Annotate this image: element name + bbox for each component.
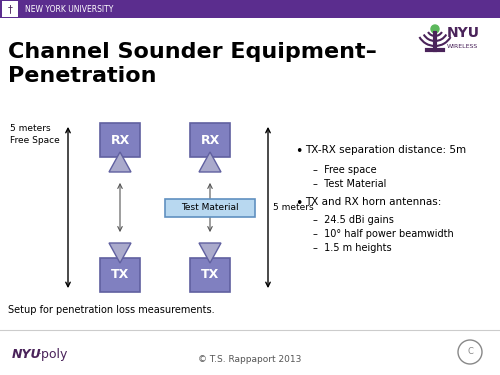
Polygon shape	[109, 243, 131, 263]
Text: TX and RX horn antennas:: TX and RX horn antennas:	[305, 197, 442, 207]
Text: –  24.5 dBi gains: – 24.5 dBi gains	[313, 215, 394, 225]
Circle shape	[431, 25, 439, 33]
Text: –  1.5 m heights: – 1.5 m heights	[313, 243, 392, 253]
Text: Test Material: Test Material	[181, 203, 239, 212]
Polygon shape	[199, 243, 221, 263]
Polygon shape	[199, 152, 221, 172]
FancyBboxPatch shape	[100, 258, 140, 292]
Text: WIRELESS: WIRELESS	[447, 44, 478, 48]
Polygon shape	[109, 152, 131, 172]
Text: •: •	[295, 145, 302, 158]
Text: –  10° half power beamwidth: – 10° half power beamwidth	[313, 229, 454, 239]
Text: NEW YORK UNIVERSITY: NEW YORK UNIVERSITY	[25, 4, 114, 13]
Text: C: C	[467, 348, 473, 357]
Text: RX: RX	[200, 134, 220, 147]
Text: TX: TX	[111, 268, 129, 282]
Text: Free Space: Free Space	[10, 136, 60, 145]
Bar	[0, 0, 500, 18]
Text: TX-RX separation distance: 5m: TX-RX separation distance: 5m	[305, 145, 466, 155]
Text: †: †	[8, 4, 12, 14]
Text: Channel Sounder Equipment–: Channel Sounder Equipment–	[8, 42, 377, 62]
Text: © T.S. Rappaport 2013: © T.S. Rappaport 2013	[198, 355, 302, 364]
Text: –  Free space: – Free space	[313, 165, 376, 175]
Text: Penetration: Penetration	[8, 66, 156, 86]
Text: NYU: NYU	[447, 26, 480, 40]
FancyBboxPatch shape	[190, 258, 230, 292]
Text: NYU: NYU	[12, 348, 42, 361]
Text: Setup for penetration loss measurements.: Setup for penetration loss measurements.	[8, 305, 214, 315]
Bar	[165, 198, 255, 216]
Text: ·poly: ·poly	[38, 348, 68, 361]
FancyBboxPatch shape	[190, 123, 230, 157]
FancyBboxPatch shape	[100, 123, 140, 157]
Text: 5 meters: 5 meters	[10, 124, 50, 133]
Bar	[2, 1, 18, 17]
Text: RX: RX	[110, 134, 130, 147]
Text: –  Test Material: – Test Material	[313, 179, 386, 189]
Text: •: •	[295, 197, 302, 210]
Text: 5 meters: 5 meters	[273, 203, 314, 212]
Text: TX: TX	[201, 268, 219, 282]
